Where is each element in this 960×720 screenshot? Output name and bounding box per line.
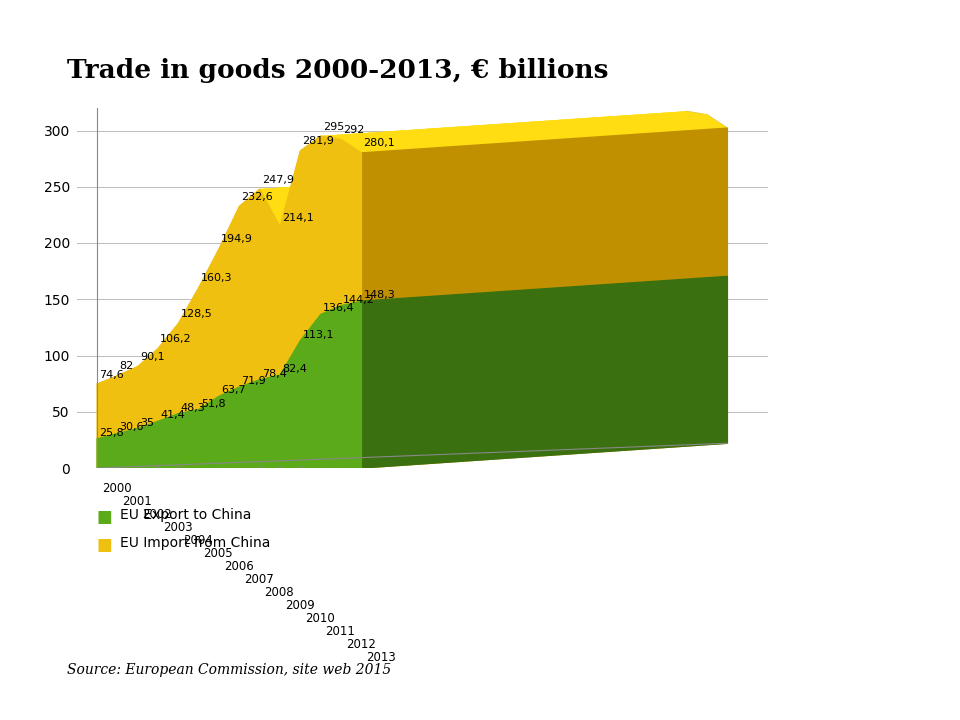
Text: 2012: 2012 (346, 638, 375, 651)
Text: EU Export to China: EU Export to China (120, 508, 252, 521)
Text: 2007: 2007 (244, 573, 274, 586)
Text: 295: 295 (323, 122, 344, 132)
Text: 71,9: 71,9 (242, 376, 266, 386)
Polygon shape (138, 324, 524, 366)
Text: 2003: 2003 (163, 521, 193, 534)
Text: 214,1: 214,1 (282, 212, 314, 222)
Polygon shape (260, 164, 646, 227)
Text: 2000: 2000 (102, 482, 132, 495)
Text: 2005: 2005 (204, 547, 233, 560)
Polygon shape (97, 409, 484, 439)
Text: Trade in goods 2000-2013, € billions: Trade in goods 2000-2013, € billions (67, 58, 609, 83)
Text: 247,9: 247,9 (262, 175, 294, 184)
Text: 25,8: 25,8 (99, 428, 124, 438)
Polygon shape (97, 136, 361, 468)
Polygon shape (321, 281, 707, 315)
Polygon shape (361, 128, 728, 468)
Text: 82,4: 82,4 (282, 364, 307, 374)
Polygon shape (158, 389, 544, 421)
Text: 280,1: 280,1 (364, 138, 396, 148)
Polygon shape (158, 299, 544, 348)
Text: 232,6: 232,6 (242, 192, 274, 202)
Text: ■: ■ (96, 508, 111, 526)
Polygon shape (179, 385, 564, 414)
Text: 63,7: 63,7 (221, 385, 246, 395)
Text: EU Import from China: EU Import from China (120, 536, 271, 550)
Polygon shape (138, 397, 524, 428)
Polygon shape (463, 276, 728, 444)
Text: 78,4: 78,4 (262, 369, 287, 379)
Text: 2013: 2013 (366, 651, 396, 664)
Polygon shape (117, 342, 504, 376)
Polygon shape (260, 351, 646, 380)
Polygon shape (117, 404, 504, 433)
Polygon shape (321, 112, 707, 140)
Text: 144,2: 144,2 (343, 294, 375, 305)
Polygon shape (97, 351, 484, 384)
Text: 160,3: 160,3 (201, 273, 232, 283)
Polygon shape (199, 224, 585, 288)
Text: 48,3: 48,3 (180, 402, 205, 413)
Text: 2004: 2004 (183, 534, 213, 547)
Polygon shape (341, 276, 728, 306)
Text: 74,6: 74,6 (99, 369, 124, 379)
Text: 51,8: 51,8 (201, 399, 226, 409)
Text: 113,1: 113,1 (302, 330, 334, 340)
Text: 2006: 2006 (224, 560, 253, 573)
Text: 41,4: 41,4 (160, 410, 185, 420)
Text: 2001: 2001 (122, 495, 152, 508)
Polygon shape (219, 362, 606, 396)
Text: 90,1: 90,1 (140, 352, 164, 362)
Polygon shape (239, 164, 626, 207)
Text: 35: 35 (140, 418, 154, 428)
Polygon shape (341, 114, 728, 153)
Polygon shape (280, 316, 666, 375)
Polygon shape (361, 276, 728, 468)
Text: 292: 292 (343, 125, 365, 135)
Text: 2008: 2008 (265, 586, 294, 599)
Polygon shape (280, 126, 666, 227)
Text: 148,3: 148,3 (364, 290, 396, 300)
Text: 2002: 2002 (143, 508, 173, 521)
Text: 82: 82 (119, 361, 133, 372)
Text: 128,5: 128,5 (180, 309, 212, 319)
Polygon shape (463, 112, 728, 444)
Text: 136,4: 136,4 (323, 303, 354, 313)
Text: ■: ■ (96, 536, 111, 554)
Polygon shape (179, 263, 564, 323)
Text: 2010: 2010 (305, 612, 335, 625)
Text: 281,9: 281,9 (302, 136, 334, 146)
Text: 30,6: 30,6 (119, 423, 144, 433)
Text: 2009: 2009 (285, 599, 315, 612)
Text: 106,2: 106,2 (160, 334, 192, 344)
Polygon shape (300, 289, 686, 341)
Polygon shape (219, 181, 606, 248)
Polygon shape (97, 301, 361, 468)
Polygon shape (199, 372, 585, 410)
Text: 2011: 2011 (325, 625, 355, 638)
Text: 194,9: 194,9 (221, 234, 253, 244)
Text: Source: European Commission, site web 2015: Source: European Commission, site web 20… (67, 663, 392, 677)
Polygon shape (239, 355, 626, 387)
Polygon shape (300, 112, 686, 151)
